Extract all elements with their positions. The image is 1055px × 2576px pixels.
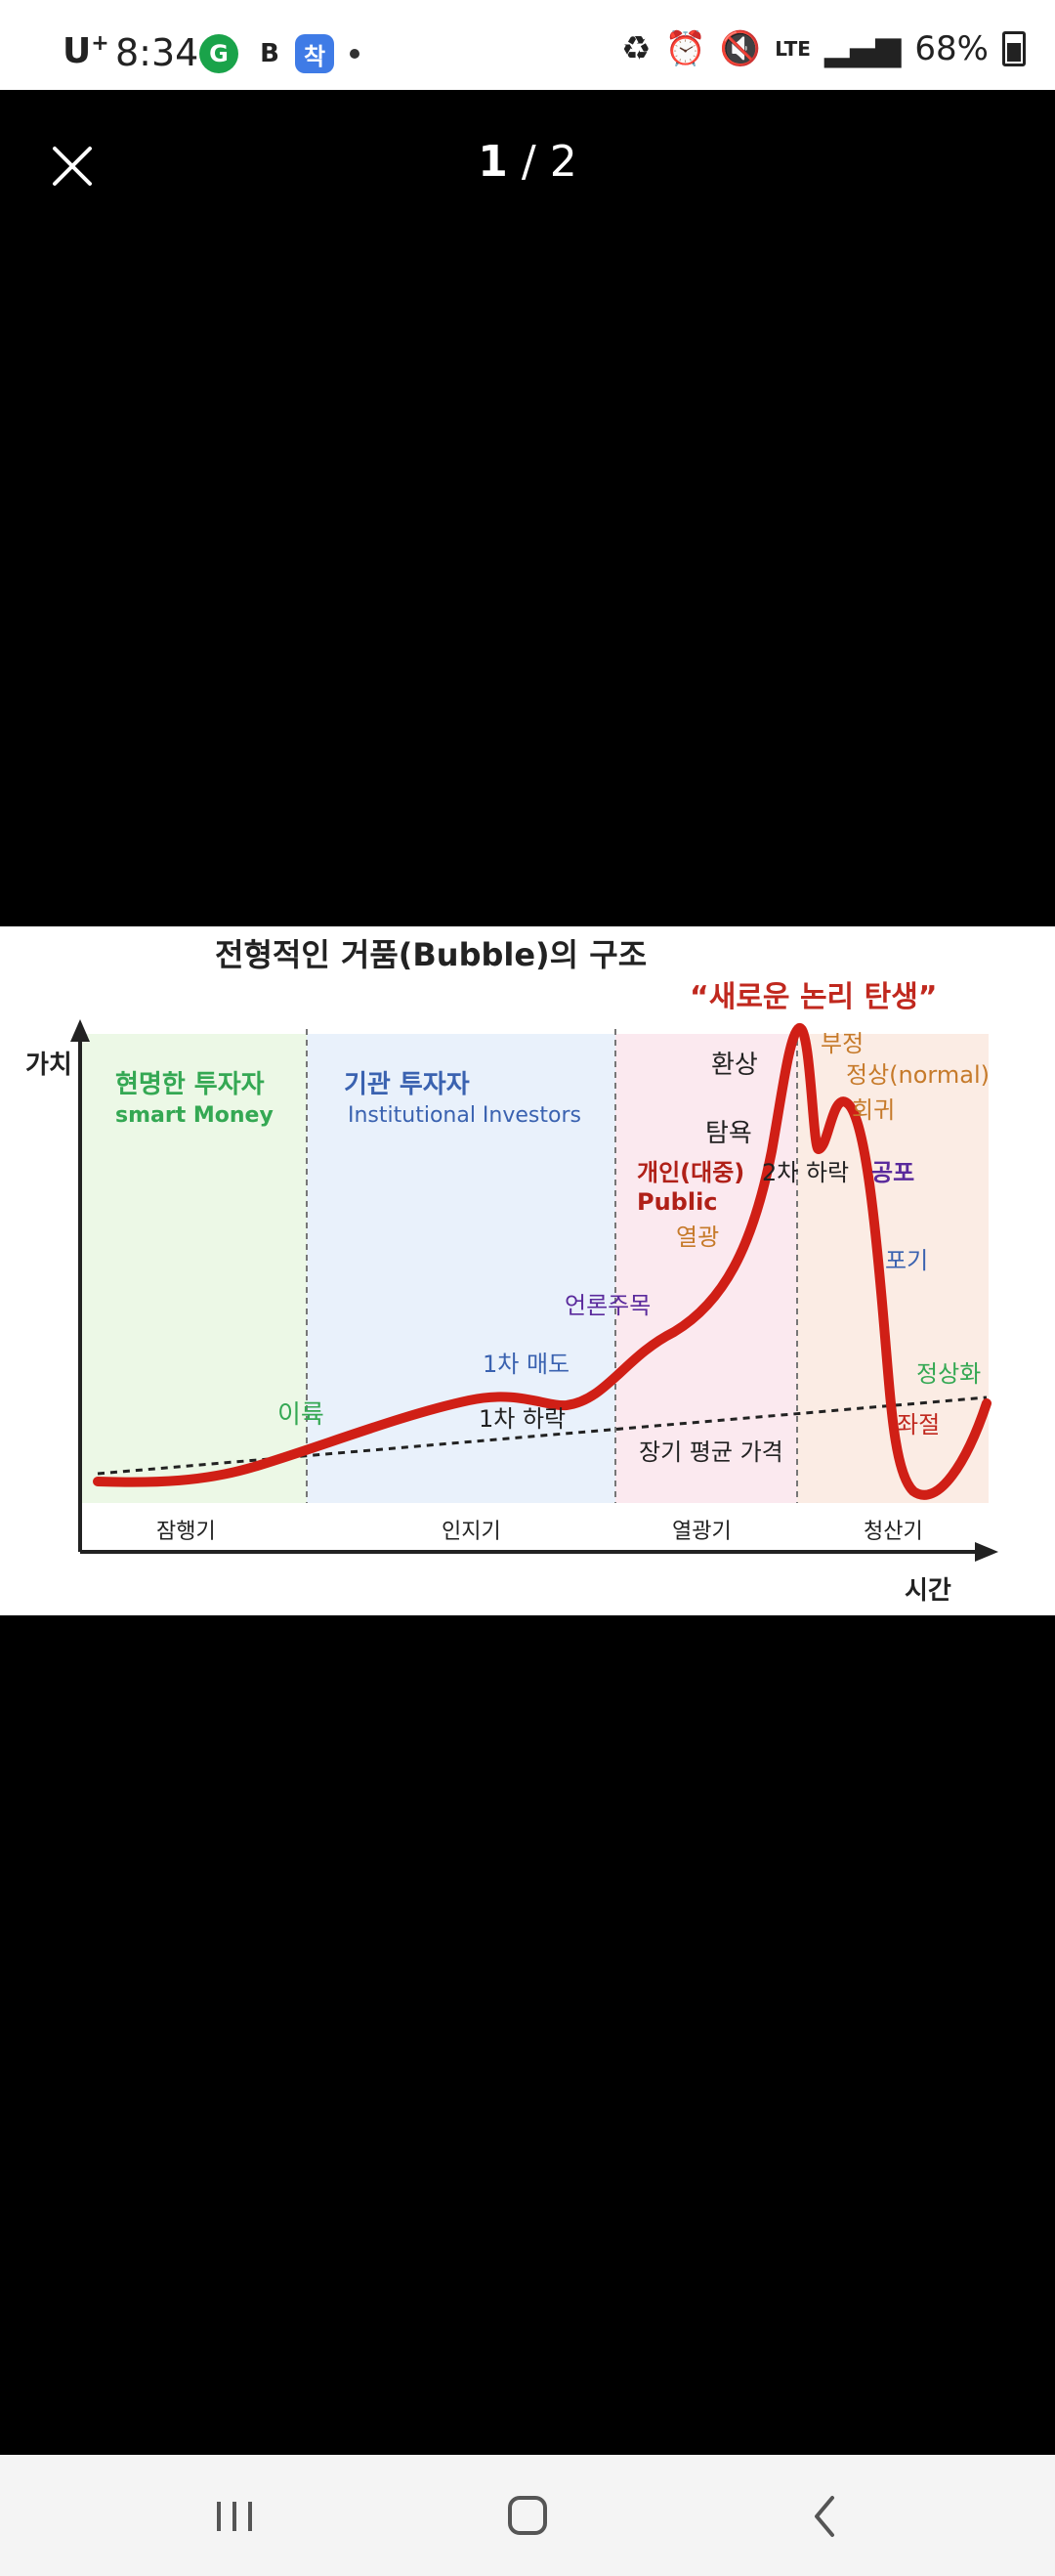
alarm-icon: ⏰ [664,29,706,68]
y-axis-arrow-icon [70,1019,90,1042]
smart-money-kr: 현명한 투자자 [115,1070,265,1099]
status-icons: ♻ ⏰ 🔇 LTE ▂▄▆ 68% [621,29,1026,68]
lte-label: LTE [775,37,811,61]
label-first-drop: 1차 하락 [479,1405,566,1433]
label-give-up: 포기 [885,1247,928,1274]
phase-bg-stealth [80,1034,307,1503]
label-greed: 탐욕 [705,1119,752,1148]
app-badge-b-icon: B [250,34,289,73]
app-badge-g-icon: G [199,34,238,73]
phase-bg-awareness [307,1034,615,1503]
label-media: 언론주목 [565,1292,651,1319]
mute-icon: 🔇 [719,29,762,68]
phase-bg-mania [615,1034,797,1503]
label-denial: 부정 [821,1030,864,1057]
recents-icon[interactable] [195,2482,274,2551]
bubble-curve [93,1022,992,1500]
phase-label: 청산기 [864,1520,923,1544]
label-normalize: 정상화 [916,1360,981,1388]
battery-icon [1002,31,1026,66]
label-long-term-average: 장기 평균 가격 [639,1438,783,1466]
smart-money-en: smart Money [115,1103,274,1128]
label-despair: 좌절 [897,1411,940,1438]
notification-dot-icon [350,49,359,59]
carrier-label: U+ [63,31,109,71]
phase-label: 열광기 [672,1520,732,1544]
back-icon[interactable] [787,2482,865,2551]
battery-level: 68% [914,29,989,68]
institutional-kr: 기관 투자자 [344,1070,470,1099]
label-takeoff: 이륙 [277,1400,324,1430]
phase-label: 인지기 [442,1520,501,1544]
label-normal: 정상(normal) [846,1061,990,1089]
recycle-icon: ♻ [621,29,652,68]
app-badge-k-icon: 착 [295,34,334,73]
label-public-en: Public [637,1188,718,1216]
x-axis-label: 시간 [905,1576,951,1606]
status-bar: U+ 8:34 G B 착 ♻ ⏰ 🔇 LTE ▂▄▆ 68% [0,0,1055,90]
close-icon[interactable] [41,135,104,197]
phase-label: 잠행기 [156,1520,216,1544]
label-fear: 공포 [871,1159,914,1186]
label-first-sell: 1차 매도 [483,1351,570,1378]
institutional-en: Institutional Investors [348,1103,581,1128]
x-axis-arrow-icon [975,1542,998,1562]
home-icon[interactable] [488,2482,567,2551]
label-return: 회귀 [852,1096,895,1124]
status-time: 8:34 [115,31,199,74]
navigation-bar [0,2455,1055,2576]
bubble-diagram: 전형적인 거품(Bubble)의 구조 가치 시간 잠행기 인지기 열광기 청산… [25,936,998,1606]
signal-icon: ▂▄▆ [823,29,902,68]
long-term-average-line [97,1395,988,1476]
bubble-structure-image[interactable]: 전형적인 거품(Bubble)의 구조 가치 시간 잠행기 인지기 열광기 청산… [0,926,1055,1615]
label-second-drop: 2차 하락 [762,1159,849,1186]
label-frenzy: 열광 [676,1224,719,1251]
label-fantasy: 환상 [711,1051,758,1080]
y-axis-label: 가치 [25,1051,72,1080]
label-public-kr: 개인(대중) [637,1159,744,1186]
chart-title: 전형적인 거품(Bubble)의 구조 [215,936,647,973]
page-counter: 1 / 2 [478,137,577,187]
label-new-logic: “새로운 논리 탄생” [690,980,938,1014]
